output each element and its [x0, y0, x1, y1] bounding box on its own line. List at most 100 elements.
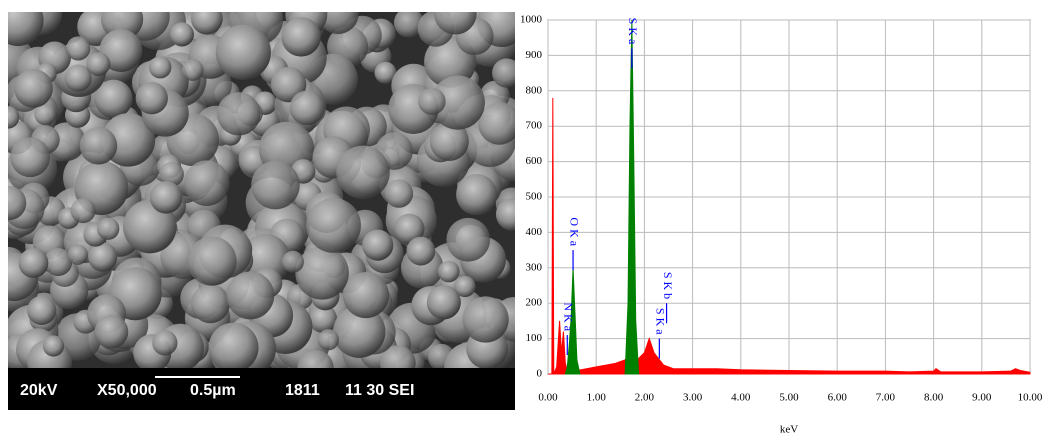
- particle: [97, 217, 120, 240]
- particle: [446, 217, 491, 262]
- x-axis-label: keV: [780, 424, 798, 436]
- particle: [86, 52, 111, 77]
- particles: [8, 12, 515, 368]
- particle: [492, 58, 515, 88]
- spectrum-area: [548, 97, 1031, 375]
- particle: [336, 145, 390, 200]
- particle: [281, 17, 321, 57]
- x-tick-label: 10.00: [1018, 392, 1043, 404]
- particle: [44, 248, 73, 277]
- particle: [394, 213, 425, 244]
- particle: [14, 69, 53, 108]
- particle: [27, 295, 57, 325]
- particle: [187, 236, 237, 286]
- particle: [8, 106, 20, 129]
- particle: [8, 185, 27, 221]
- particle: [208, 322, 259, 368]
- particle: [478, 102, 515, 145]
- y-tick-label: 800: [526, 84, 543, 96]
- particle: [18, 248, 49, 278]
- particle: [251, 160, 300, 210]
- y-tick-label: 700: [526, 120, 543, 132]
- particle: [317, 12, 359, 35]
- particle: [437, 260, 460, 283]
- particle: [454, 275, 476, 298]
- spectrum-chart: 0 100 200 300 400 500 600 700 800 900 1000 0.00 1.00…: [520, 14, 1043, 404]
- particle: [297, 349, 334, 368]
- particle: [215, 24, 271, 80]
- particle: [374, 61, 397, 84]
- particle: [295, 246, 349, 300]
- x-tick-label: 8.00: [924, 392, 944, 404]
- particle: [406, 236, 436, 266]
- voltage: 20kV: [20, 382, 58, 399]
- y-tick-label: 200: [526, 297, 543, 309]
- detector: 11 30 SEI: [345, 382, 414, 399]
- x-tick-label: 1.00: [587, 392, 607, 404]
- y-tick-label: 0: [537, 368, 543, 380]
- particle: [289, 90, 325, 126]
- y-tick-label: 500: [526, 191, 543, 203]
- image-number: 1811: [285, 382, 320, 399]
- particle: [135, 82, 168, 115]
- particle: [64, 64, 92, 92]
- y-tick-label: 400: [526, 226, 543, 238]
- particle: [8, 12, 44, 46]
- particle: [191, 12, 223, 35]
- particle: [226, 271, 275, 320]
- x-tick-label: 5.00: [779, 392, 799, 404]
- particle: [42, 335, 65, 357]
- peak-label: S K a: [654, 308, 668, 335]
- particle: [70, 198, 96, 224]
- particle: [333, 305, 386, 358]
- particle: [384, 179, 414, 208]
- particle: [430, 75, 485, 130]
- x-tick-label: 3.00: [683, 392, 703, 404]
- particle: [281, 250, 304, 273]
- particle: [317, 329, 340, 351]
- particle: [362, 229, 394, 261]
- particle: [34, 103, 57, 126]
- particle: [181, 59, 204, 81]
- particle: [79, 126, 118, 165]
- particle: [88, 242, 118, 272]
- x-tick-label: 4.00: [731, 392, 751, 404]
- particle: [67, 244, 89, 265]
- particle: [94, 314, 129, 349]
- particle: [418, 87, 446, 116]
- particle: [342, 271, 390, 319]
- y-tick-label: 1000: [520, 14, 543, 26]
- x-tick-label: 6.00: [828, 392, 848, 404]
- particle: [217, 92, 261, 136]
- particle: [190, 284, 230, 324]
- particle: [99, 29, 143, 73]
- peak-label: N K a: [562, 302, 576, 331]
- y-tick-label: 100: [526, 332, 543, 344]
- x-tick-label: 0.00: [538, 392, 558, 404]
- particle: [429, 121, 469, 161]
- particle: [426, 285, 461, 320]
- particle: [306, 197, 361, 253]
- particle: [393, 12, 424, 38]
- y-tick-label: 600: [526, 155, 543, 167]
- particle: [10, 137, 51, 178]
- scale-label: 0.5µm: [190, 382, 236, 399]
- y-tick-label: 300: [526, 261, 543, 273]
- particle: [169, 22, 195, 47]
- particle: [94, 79, 133, 118]
- particle: [66, 36, 91, 61]
- y-tick-label: 900: [526, 49, 543, 61]
- particle: [434, 12, 477, 35]
- particle: [152, 330, 178, 356]
- magnification: X50,000: [97, 382, 157, 399]
- particle: [149, 181, 183, 214]
- peak-label: O K a: [567, 217, 581, 246]
- particle: [183, 160, 230, 206]
- x-tick-label: 9.00: [972, 392, 992, 404]
- peak-label: S K a: [626, 18, 640, 45]
- particle: [308, 304, 338, 333]
- x-tick-label: 7.00: [876, 392, 896, 404]
- peak-label: S K b: [661, 272, 675, 299]
- particle: [159, 161, 184, 187]
